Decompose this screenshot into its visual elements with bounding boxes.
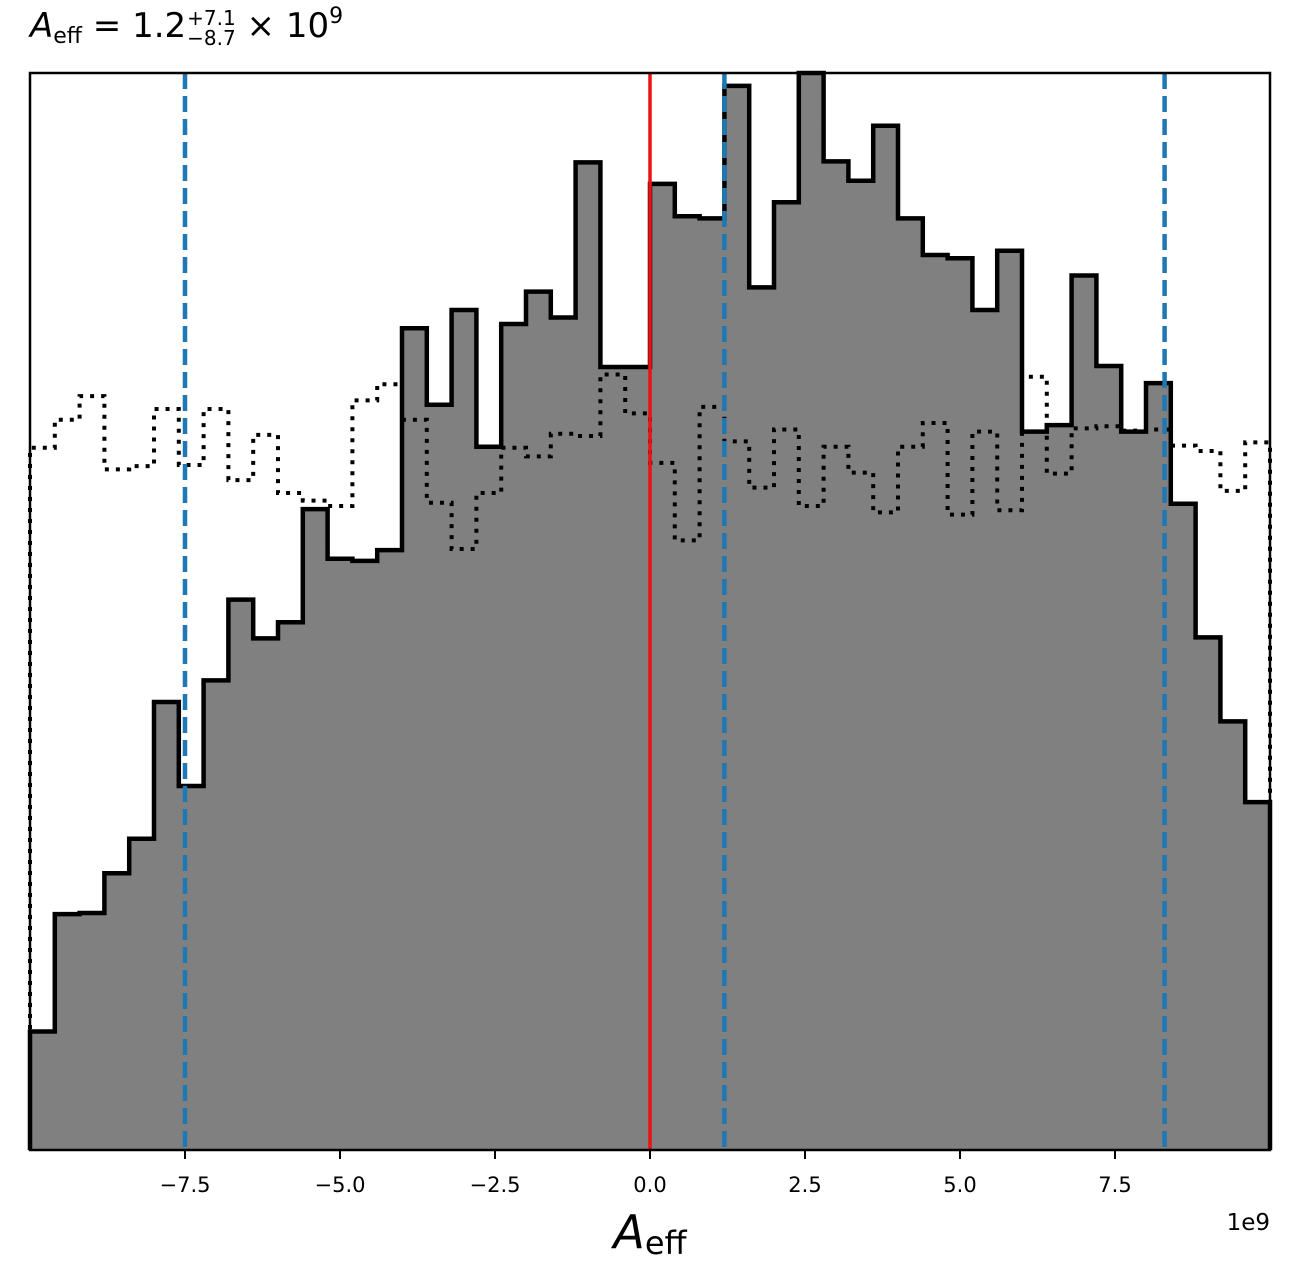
- posterior-bar: [898, 218, 924, 1150]
- chart-title: Aeff = 1.2 +7.1 −8.7 × 109: [30, 4, 343, 49]
- posterior-bar: [402, 328, 428, 1150]
- posterior-bar: [625, 367, 651, 1150]
- posterior-bar: [972, 309, 998, 1150]
- posterior-bar: [1022, 431, 1048, 1150]
- posterior-bar: [30, 1031, 56, 1150]
- posterior-bar: [154, 701, 180, 1150]
- posterior-bar: [922, 255, 949, 1150]
- posterior-bar: [674, 216, 701, 1151]
- posterior-bar: [997, 250, 1023, 1150]
- posterior-bar: [451, 309, 477, 1150]
- title-times: × 10: [235, 6, 330, 46]
- title-exponent: 9: [329, 4, 344, 29]
- x-tick-label: −5.0: [315, 1173, 366, 1197]
- posterior-bar: [104, 873, 130, 1150]
- posterior-bar: [1146, 383, 1172, 1150]
- x-tick-label: −2.5: [470, 1173, 521, 1197]
- posterior-bar: [377, 550, 403, 1150]
- x-axis: −7.5 −5.0 −2.5 0.0 2.5 5.0 7.5: [160, 1150, 1132, 1197]
- posterior-bar: [79, 913, 105, 1150]
- posterior-bar: [1220, 721, 1246, 1150]
- posterior-bars: [30, 73, 1271, 1151]
- posterior-bar: [947, 258, 973, 1150]
- title-symbol: A: [30, 6, 54, 46]
- x-tick-label: 5.0: [943, 1173, 976, 1197]
- posterior-bar: [476, 446, 502, 1150]
- posterior-bar: [1071, 275, 1097, 1150]
- x-axis-label-symbol: A: [610, 1205, 644, 1259]
- posterior-bar: [1121, 431, 1147, 1150]
- posterior-bar: [203, 680, 229, 1150]
- prior-step-line: [28, 372, 1272, 1150]
- x-tick-label: 2.5: [788, 1173, 821, 1197]
- posterior-bar: [650, 183, 676, 1150]
- posterior-bar: [600, 367, 626, 1150]
- title-equals: =: [81, 6, 133, 46]
- posterior-bar: [501, 323, 527, 1150]
- quantile-lines: [182, 73, 1167, 1150]
- title-median: 1.2: [132, 6, 187, 46]
- posterior-bar: [873, 125, 899, 1151]
- posterior-bar: [327, 558, 353, 1150]
- x-tick-label: 0.0: [633, 1173, 666, 1197]
- x-tick-label: −7.5: [160, 1173, 211, 1197]
- x-axis-label-subscript: eff: [645, 1224, 688, 1262]
- posterior-bar: [352, 560, 378, 1150]
- posterior-bar: [798, 73, 825, 1150]
- posterior-bar: [699, 218, 725, 1150]
- posterior-bar: [54, 914, 81, 1150]
- title-subscript: eff: [53, 24, 82, 49]
- posterior-bar: [575, 162, 601, 1151]
- posterior-bar: [302, 509, 329, 1150]
- posterior-bar: [550, 317, 577, 1150]
- posterior-bar: [1195, 637, 1221, 1150]
- posterior-bar: [178, 785, 205, 1150]
- posterior-bar: [228, 599, 254, 1150]
- posterior-bar: [724, 85, 750, 1151]
- posterior-bar: [526, 291, 552, 1151]
- posterior-bar: [1096, 365, 1122, 1151]
- posterior-bar: [253, 638, 279, 1150]
- posterior-bar: [774, 202, 800, 1151]
- posterior-bar: [848, 180, 874, 1150]
- posterior-bar: [749, 287, 775, 1150]
- posterior-bar: [823, 161, 849, 1151]
- title-upper-error: +7.1: [187, 5, 236, 30]
- title-errors: +7.1 −8.7: [187, 8, 236, 48]
- posterior-bar: [278, 622, 304, 1150]
- x-axis-label: Aeff: [610, 1205, 687, 1262]
- title-lower-error: −8.7: [187, 25, 236, 50]
- posterior-bar: [1245, 802, 1271, 1150]
- posterior-bar: [426, 404, 453, 1150]
- axis-offset-label: 1e9: [1227, 1210, 1270, 1236]
- x-tick-label: 7.5: [1098, 1173, 1131, 1197]
- posterior-bar: [129, 838, 155, 1150]
- posterior-bar: [1046, 425, 1073, 1151]
- posterior-bar: [1170, 503, 1197, 1150]
